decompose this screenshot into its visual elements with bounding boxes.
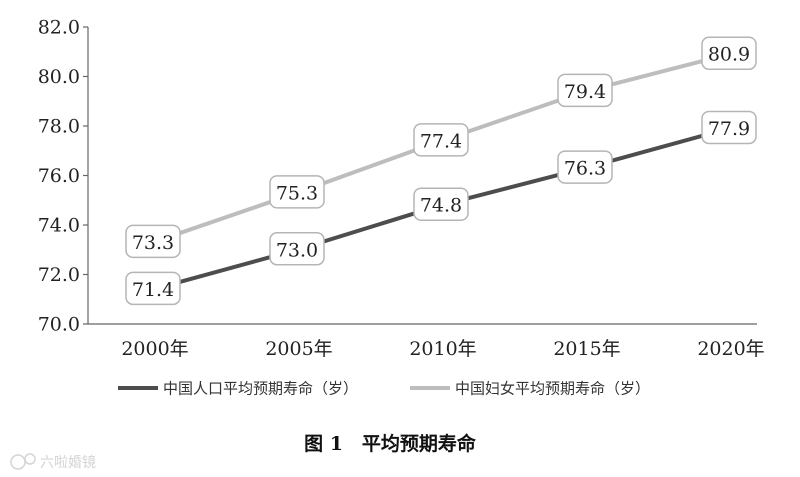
watermark: 六啦婚镜 [10, 453, 96, 471]
data-label: 80.9 [708, 44, 750, 66]
data-label-box: 79.4 [557, 73, 613, 108]
data-label-box: 80.9 [701, 36, 757, 70]
y-tick-label: 82.0 [38, 17, 80, 39]
x-tick-label: 2000年 [121, 338, 188, 360]
data-label: 71.4 [132, 279, 174, 301]
legend-label-women: 中国妇女平均预期寿命（岁） [455, 380, 650, 398]
x-tick-label: 2015年 [553, 338, 620, 360]
legend: 中国人口平均预期寿命（岁） 中国妇女平均预期寿命（岁） [118, 380, 650, 398]
data-label-box: 77.9 [701, 110, 757, 145]
y-tick-label: 74.0 [38, 215, 80, 237]
data-label-frame [125, 271, 181, 306]
watermark-text: 六啦婚镜 [40, 454, 96, 471]
series-lines [151, 52, 731, 292]
x-tick-label: 2010年 [409, 338, 476, 360]
data-label-frame [413, 187, 469, 221]
data-label-frame [701, 36, 757, 70]
data-label-frame [557, 73, 613, 108]
data-label-frame [557, 150, 613, 184]
data-label: 73.0 [276, 239, 318, 261]
x-tick-label: 2005年 [265, 338, 332, 360]
data-label: 79.4 [564, 81, 606, 103]
data-label: 77.4 [420, 130, 462, 152]
y-tick-label: 72.0 [38, 264, 80, 286]
data-label-box: 73.0 [269, 232, 325, 266]
y-tick-label: 80.0 [38, 66, 80, 88]
x-tick-label: 2020年 [697, 338, 764, 360]
data-label-box: 75.3 [269, 175, 325, 209]
data-label: 76.3 [564, 158, 606, 180]
data-label: 77.9 [708, 118, 750, 140]
data-label-frame [701, 110, 757, 145]
data-label-frame [269, 232, 325, 266]
data-label-box: 77.4 [413, 123, 469, 157]
data-label: 74.8 [420, 195, 462, 217]
y-tick-label: 76.0 [38, 165, 80, 187]
y-ticks: 70.0 72.0 74.0 76.0 78.0 80.0 82.0 [38, 17, 88, 336]
y-tick-label: 78.0 [38, 116, 80, 138]
figure-caption: 图 1 平均预期寿命 [304, 432, 477, 455]
data-label-box: 71.4 [125, 271, 181, 306]
y-tick-label: 70.0 [38, 314, 80, 336]
data-label-frame [125, 224, 181, 259]
data-label-box: 74.8 [413, 187, 469, 221]
x-ticks: 2000年 2005年 2010年 2015年 2020年 [121, 338, 764, 360]
data-label: 73.3 [132, 232, 174, 254]
data-label-box: 73.3 [125, 224, 181, 259]
data-label: 75.3 [276, 182, 318, 204]
data-label-box: 76.3 [557, 150, 613, 184]
data-label-frame [269, 175, 325, 209]
data-label-frame [413, 123, 469, 157]
data-labels: 71.4 73.0 74.8 76.3 77.9 73.3 75.3 77.4 79.4 80.9 [125, 36, 757, 306]
legend-label-population: 中国人口平均预期寿命（岁） [163, 380, 358, 398]
watermark-logo-icon [10, 453, 36, 470]
